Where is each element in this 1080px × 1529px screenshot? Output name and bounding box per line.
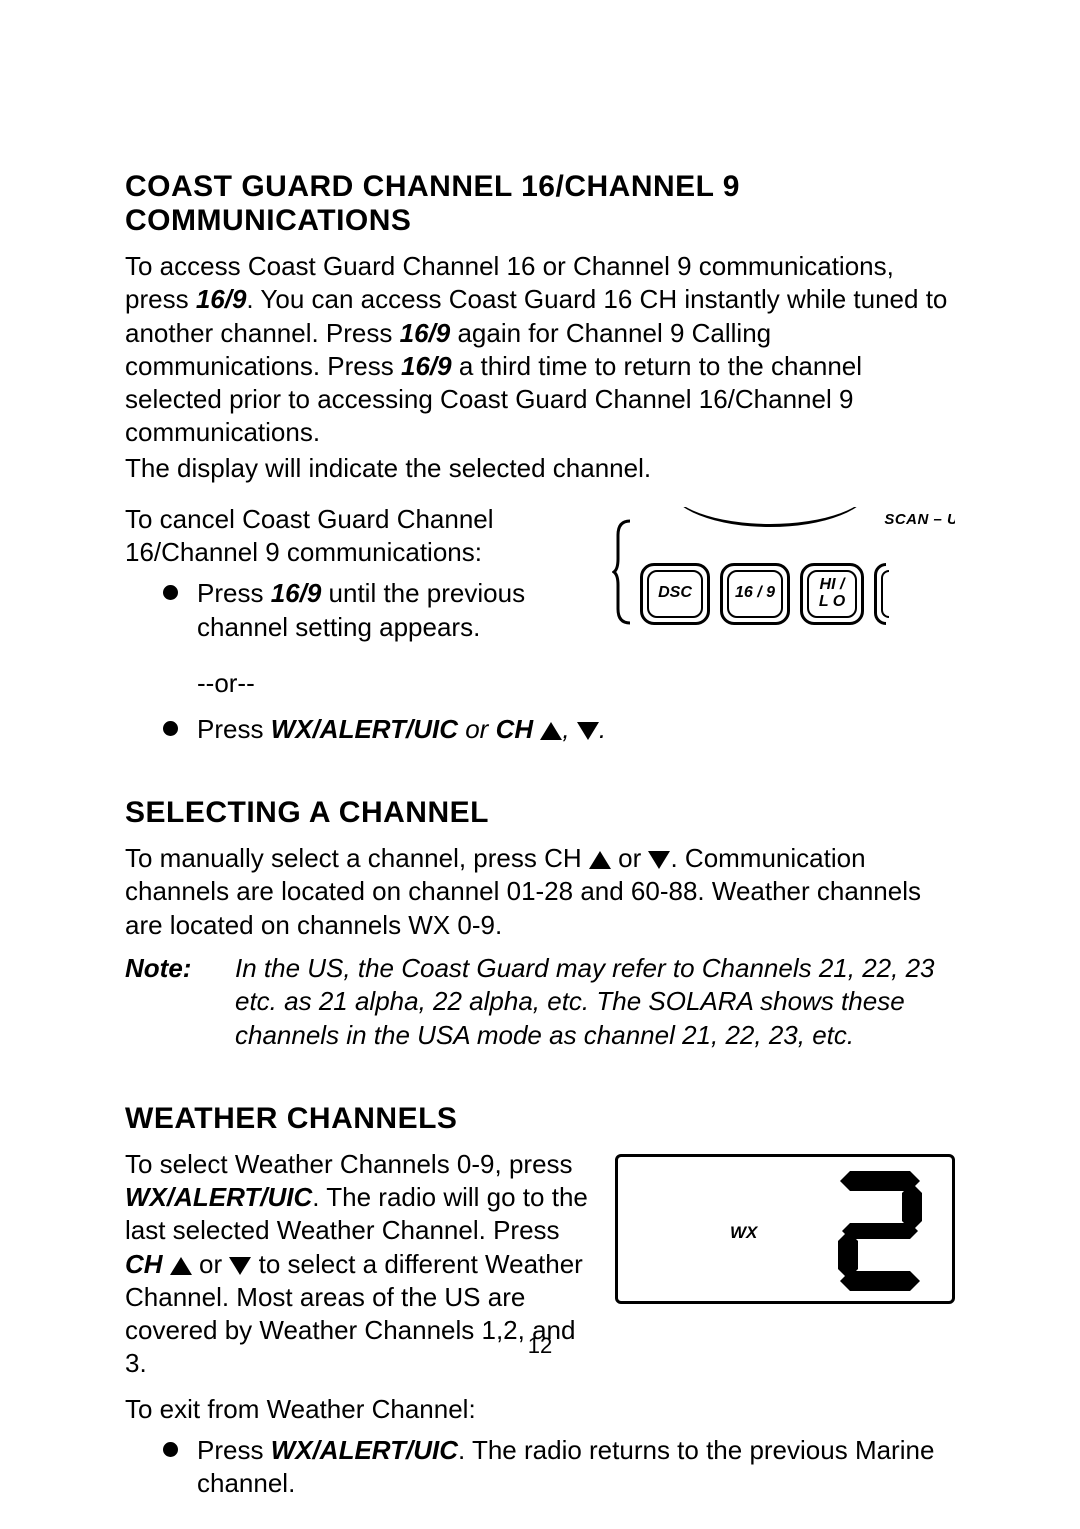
up-arrow-icon-2 [589,851,611,869]
radio-buttons-diagram: SCAN – UI DSC 16 / 9 HI / L O [610,507,955,637]
b2-wx: WX/ALERT/UIC [271,714,458,744]
bullet-press-16-9: Press 16/9 until the previous channel se… [163,577,592,644]
page-number: 12 [0,1333,1080,1359]
up-arrow-icon-3 [170,1257,192,1275]
note-label: Note: [125,952,235,1052]
b1a: Press [197,578,271,608]
s3-wx: WX/ALERT/UIC [125,1182,312,1212]
btn-partial [874,563,886,625]
btn-16-9: 16 / 9 [720,563,790,625]
weather-display-diagram: WX [615,1154,955,1304]
key-16-9: 16/9 [196,284,247,314]
wx-label: WX [730,1223,757,1243]
btn-dsc: DSC [640,563,710,625]
bullet-exit-wx: Press WX/ALERT/UIC. The radio returns to… [163,1434,955,1501]
s2a: To manually select a channel, press CH [125,843,589,873]
heading-selecting-channel: SELECTING A CHANNEL [125,796,955,830]
bullet-press-wx: Press WX/ALERT/UIC or CH , . [163,713,955,746]
btn-hilo-l2: L O [819,594,845,611]
down-arrow-icon [577,722,599,740]
s3a: To select Weather Channels 0-9, press [125,1149,573,1179]
scan-label: SCAN – UI [884,511,955,528]
b2a: Press [197,714,271,744]
heading-weather-channels: WEATHER CHANNELS [125,1102,955,1136]
s3-ch: CH [125,1249,163,1279]
down-arrow-icon-3 [229,1257,251,1275]
btn-169-label: 16 / 9 [735,585,775,602]
down-arrow-icon-2 [648,851,670,869]
bracket-icon [612,519,634,625]
b3a: Press [197,1435,271,1465]
b1-key: 16/9 [271,578,322,608]
heading-coast-guard: COAST GUARD CHANNEL 16/CHANNEL 9 COMMUNI… [125,170,955,238]
b2-ch: CH [496,714,534,744]
b2b: or [458,714,496,744]
b2d: . [599,714,606,744]
btn-dsc-label: DSC [658,585,692,602]
btn-hi-lo: HI / L O [800,563,864,625]
key-16-9-3: 16/9 [401,351,452,381]
b3-wx: WX/ALERT/UIC [271,1435,458,1465]
up-arrow-icon [540,722,562,740]
s2b: or [611,843,649,873]
s1-p2: The display will indicate the selected c… [125,452,955,485]
cancel-intro: To cancel Coast Guard Channel 16/Channel… [125,503,592,570]
key-16-9-2: 16/9 [400,318,451,348]
section2-body: To manually select a channel, press CH o… [125,842,955,942]
scan-arc-icon [670,507,870,527]
note-body: In the US, the Coast Guard may refer to … [235,952,955,1052]
note-block: Note: In the US, the Coast Guard may ref… [125,952,955,1052]
s3c: or [192,1249,230,1279]
section1-body: To access Coast Guard Channel 16 or Chan… [125,250,955,485]
exit-intro: To exit from Weather Channel: [125,1393,955,1426]
wx-digit-2 [832,1169,928,1293]
or-separator: --or-- [197,668,955,699]
btn-hilo-l1: HI / [820,577,845,594]
b2c: , [562,714,576,744]
